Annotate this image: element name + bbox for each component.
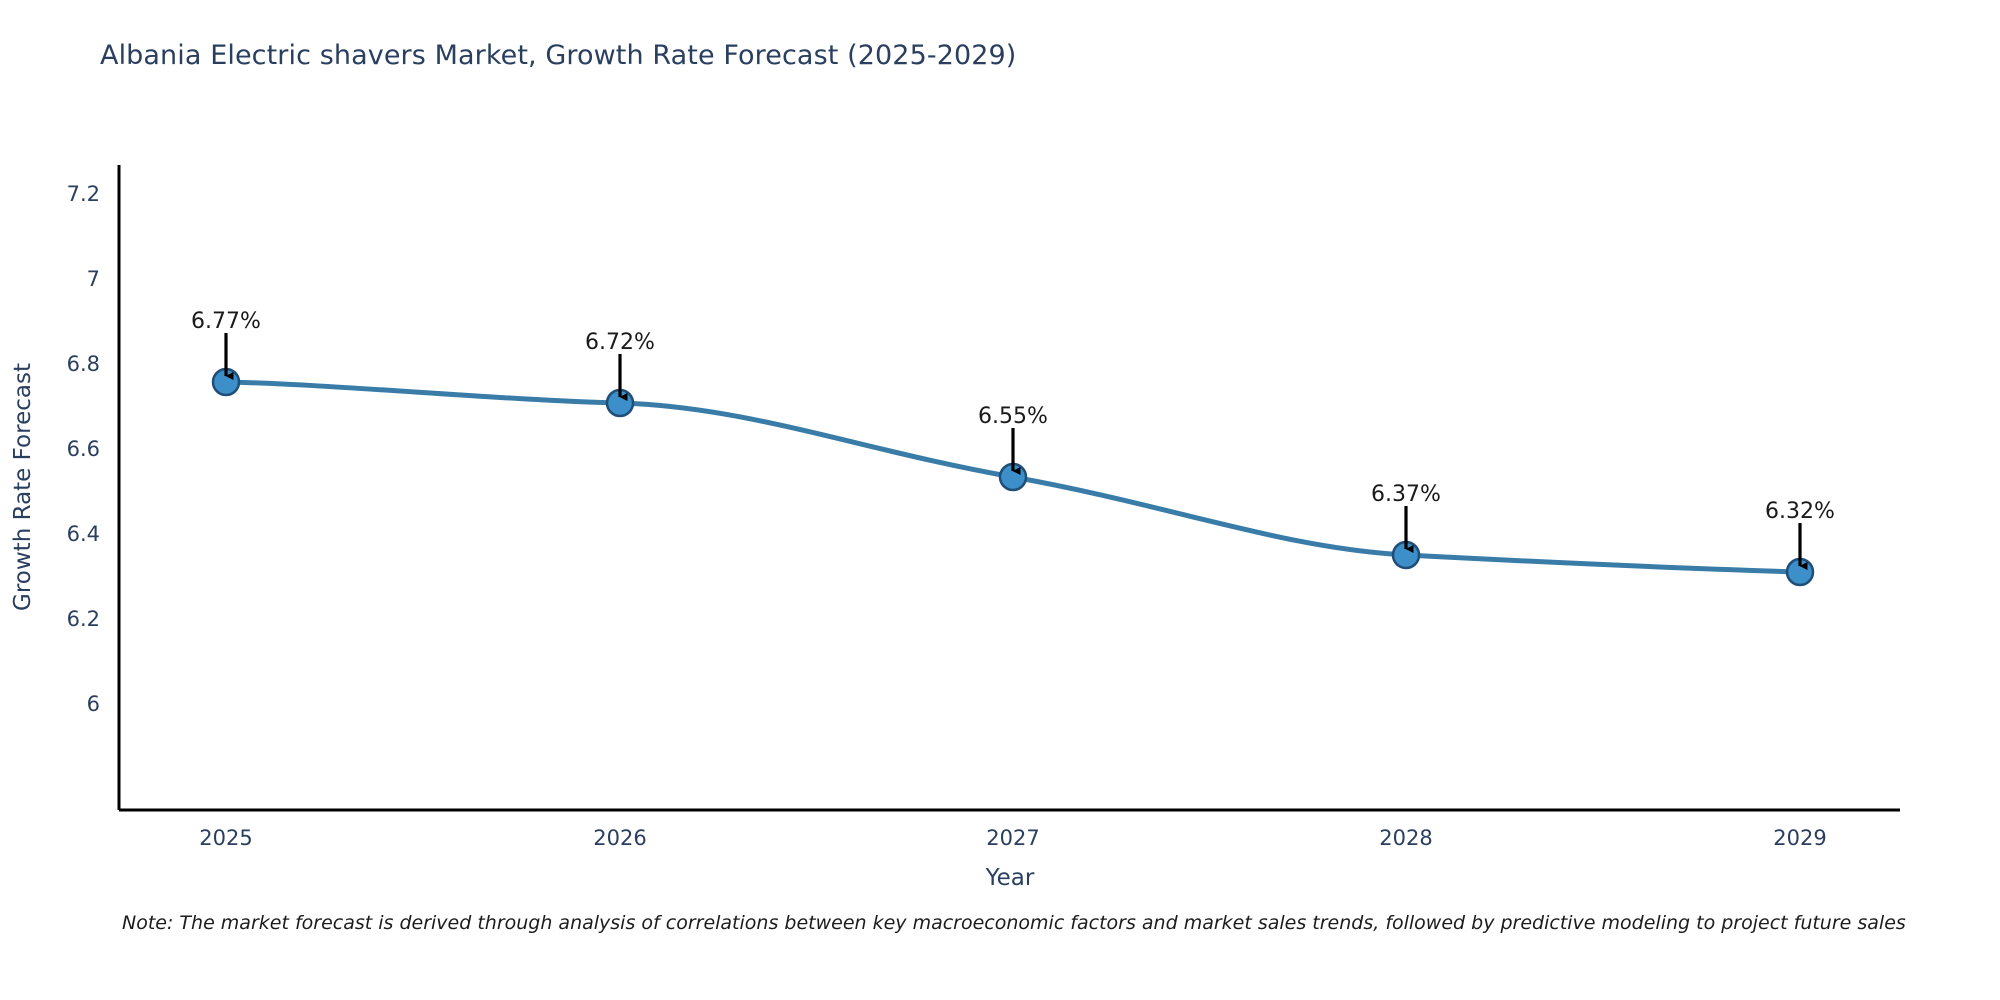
y-axis-title: Growth Rate Forecast <box>10 363 36 611</box>
y-tick-label: 7 <box>87 267 100 291</box>
y-tick-label: 6.8 <box>67 352 100 376</box>
data-point-label: 6.72% <box>585 330 655 355</box>
y-tick-label: 6.4 <box>67 522 100 546</box>
x-tick-label: 2025 <box>199 826 252 850</box>
y-tick-label: 6.6 <box>67 437 100 461</box>
chart-title: Albania Electric shavers Market, Growth … <box>100 40 1017 71</box>
x-tick-label: 2027 <box>986 826 1039 850</box>
x-axis-tick-labels: 2025 2026 2027 2028 2029 <box>199 826 1826 850</box>
y-tick-label: 7.2 <box>67 182 100 206</box>
data-point-label: 6.55% <box>978 404 1048 429</box>
footer-note: Note: The market forecast is derived thr… <box>122 912 1906 934</box>
y-tick-label: 6.2 <box>67 607 100 631</box>
annotation-value-labels: 6.77% 6.72% 6.55% 6.37% 6.32% <box>191 309 1835 524</box>
y-tick-label: 6 <box>87 692 100 716</box>
data-point-label: 6.32% <box>1765 499 1835 524</box>
x-tick-label: 2026 <box>593 826 646 850</box>
annotation-arrows <box>224 333 1808 570</box>
y-axis-tick-labels: 7.2 7 6.8 6.6 6.4 6.2 6 <box>67 182 100 716</box>
data-point-label: 6.77% <box>191 309 261 334</box>
x-tick-label: 2028 <box>1379 826 1432 850</box>
data-markers <box>211 367 1815 587</box>
x-tick-label: 2029 <box>1773 826 1826 850</box>
x-axis-title: Year <box>985 865 1035 891</box>
data-point-label: 6.37% <box>1371 482 1441 507</box>
